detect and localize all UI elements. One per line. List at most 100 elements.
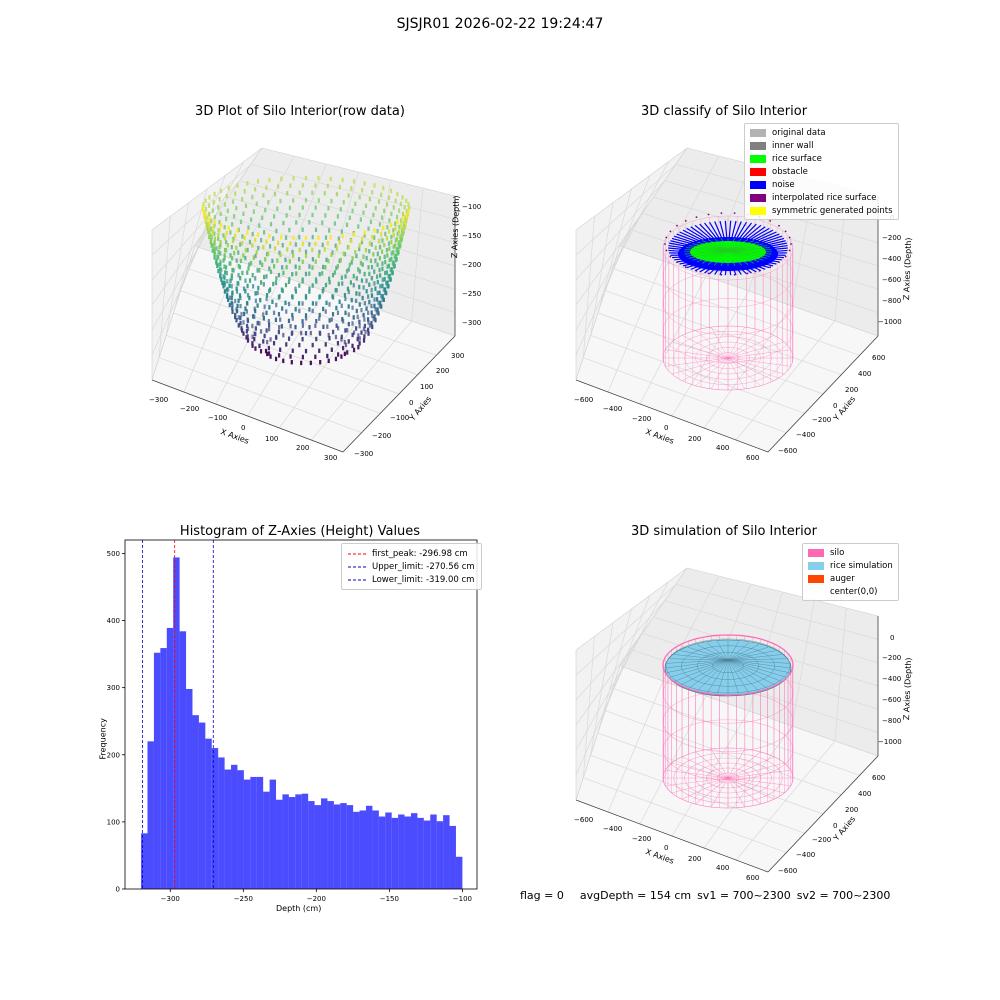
simulation-xtick: 400 [716,864,730,872]
scatter-point [357,267,360,272]
silo-floor-spoke [695,777,729,805]
grid-line [151,229,207,356]
scatter-point [288,259,291,264]
scatter-point [221,280,224,286]
scatter-point [406,212,409,217]
scatter-point [207,226,211,231]
legend-item-silo: silo [808,546,893,559]
scatter-point [286,191,289,196]
scatter-point [275,276,278,281]
scatter-point [246,301,249,306]
scatter-point [324,282,328,288]
scatter-point [254,326,257,331]
scatter-point [201,205,204,211]
scatter-point [347,312,350,317]
scatter-point [348,215,351,220]
scatter-point [230,284,233,289]
legend-line-blue [348,566,366,567]
scatter-point [328,318,331,323]
scatter-point [268,177,271,183]
scatter-point [359,217,363,222]
scatter-point [351,321,354,326]
scatter-point [213,241,216,247]
scatter-point [262,339,265,344]
scatter-point [311,234,314,240]
rice-mesh-line [674,654,729,661]
scatter-point [358,341,361,346]
scatter-point [314,183,317,188]
legend-item-inner-wall: inner wall [750,139,893,152]
histogram-bar [391,817,399,889]
scatter-point [398,224,401,230]
scatter-point [275,335,278,340]
scatter-point [239,258,243,264]
scatter-point [405,216,409,221]
scatter-point [264,207,267,213]
scatter-point [278,294,281,299]
scatter-point [350,238,353,244]
scatter-point [229,278,232,283]
scatter-point [391,270,394,275]
scatter-point [224,270,227,275]
rice-surface-line [727,243,764,251]
scatter-point [226,279,229,284]
scatter-point [389,222,393,228]
scatter-point [267,326,271,332]
scatter-point [235,308,239,314]
scatter-point [284,282,288,288]
scatter-point [212,224,215,230]
scatter-point [355,291,358,296]
scatter-point [334,288,337,293]
legend-label: silo [830,547,845,558]
scatter-point [347,267,350,272]
raw-ztick: −150 [462,232,482,240]
scatter-point [209,238,213,243]
scatter-point [346,286,350,292]
scatter-point [271,299,274,304]
scatter-point [389,188,393,194]
scatter-point [308,307,311,312]
scatter-point [256,290,259,296]
rice-mesh-line [706,642,729,661]
scatter-point [219,259,222,264]
scatter-point [364,329,367,335]
scatter-point [362,285,365,290]
scatter-point [304,313,308,318]
scatter-point [301,227,304,232]
scatter-point [384,287,387,292]
scatter-point [265,296,268,302]
raw-ytick: −100 [390,414,410,422]
silo-floor-spoke [727,748,746,779]
scatter-point [256,303,259,308]
rice-surface-line [727,249,773,253]
rice-surface-line [686,249,729,257]
scatter-point [231,256,234,261]
scatter-point [384,231,387,237]
scatter-point [208,216,211,221]
scatter-point [344,296,347,302]
scatter-point [392,250,395,255]
scatter-point [355,308,358,314]
scatter-point [249,260,253,266]
scatter-point [380,293,383,299]
scatter-point [237,323,240,328]
raw-ztick: −200 [462,261,482,269]
scatter-point [366,317,370,322]
figure-title: SJSJR01 2026-02-22 19:24:47 [396,16,604,32]
scatter-point [372,252,375,257]
scatter-point [395,214,399,220]
scatter-point [311,247,314,253]
raw-ytick: 300 [451,352,465,360]
histogram-bar [365,805,373,889]
scatter-point [370,242,373,247]
scatter-point [213,219,216,225]
scatter-point [298,265,301,270]
scatter-point [331,272,335,278]
scatter-point [407,209,410,214]
scatter-point [327,358,330,364]
rice-surface-line [720,238,729,251]
rice-mesh-line [727,644,760,661]
scatter-point [403,205,406,210]
scatter-point [244,278,247,283]
scatter-point [326,324,329,329]
